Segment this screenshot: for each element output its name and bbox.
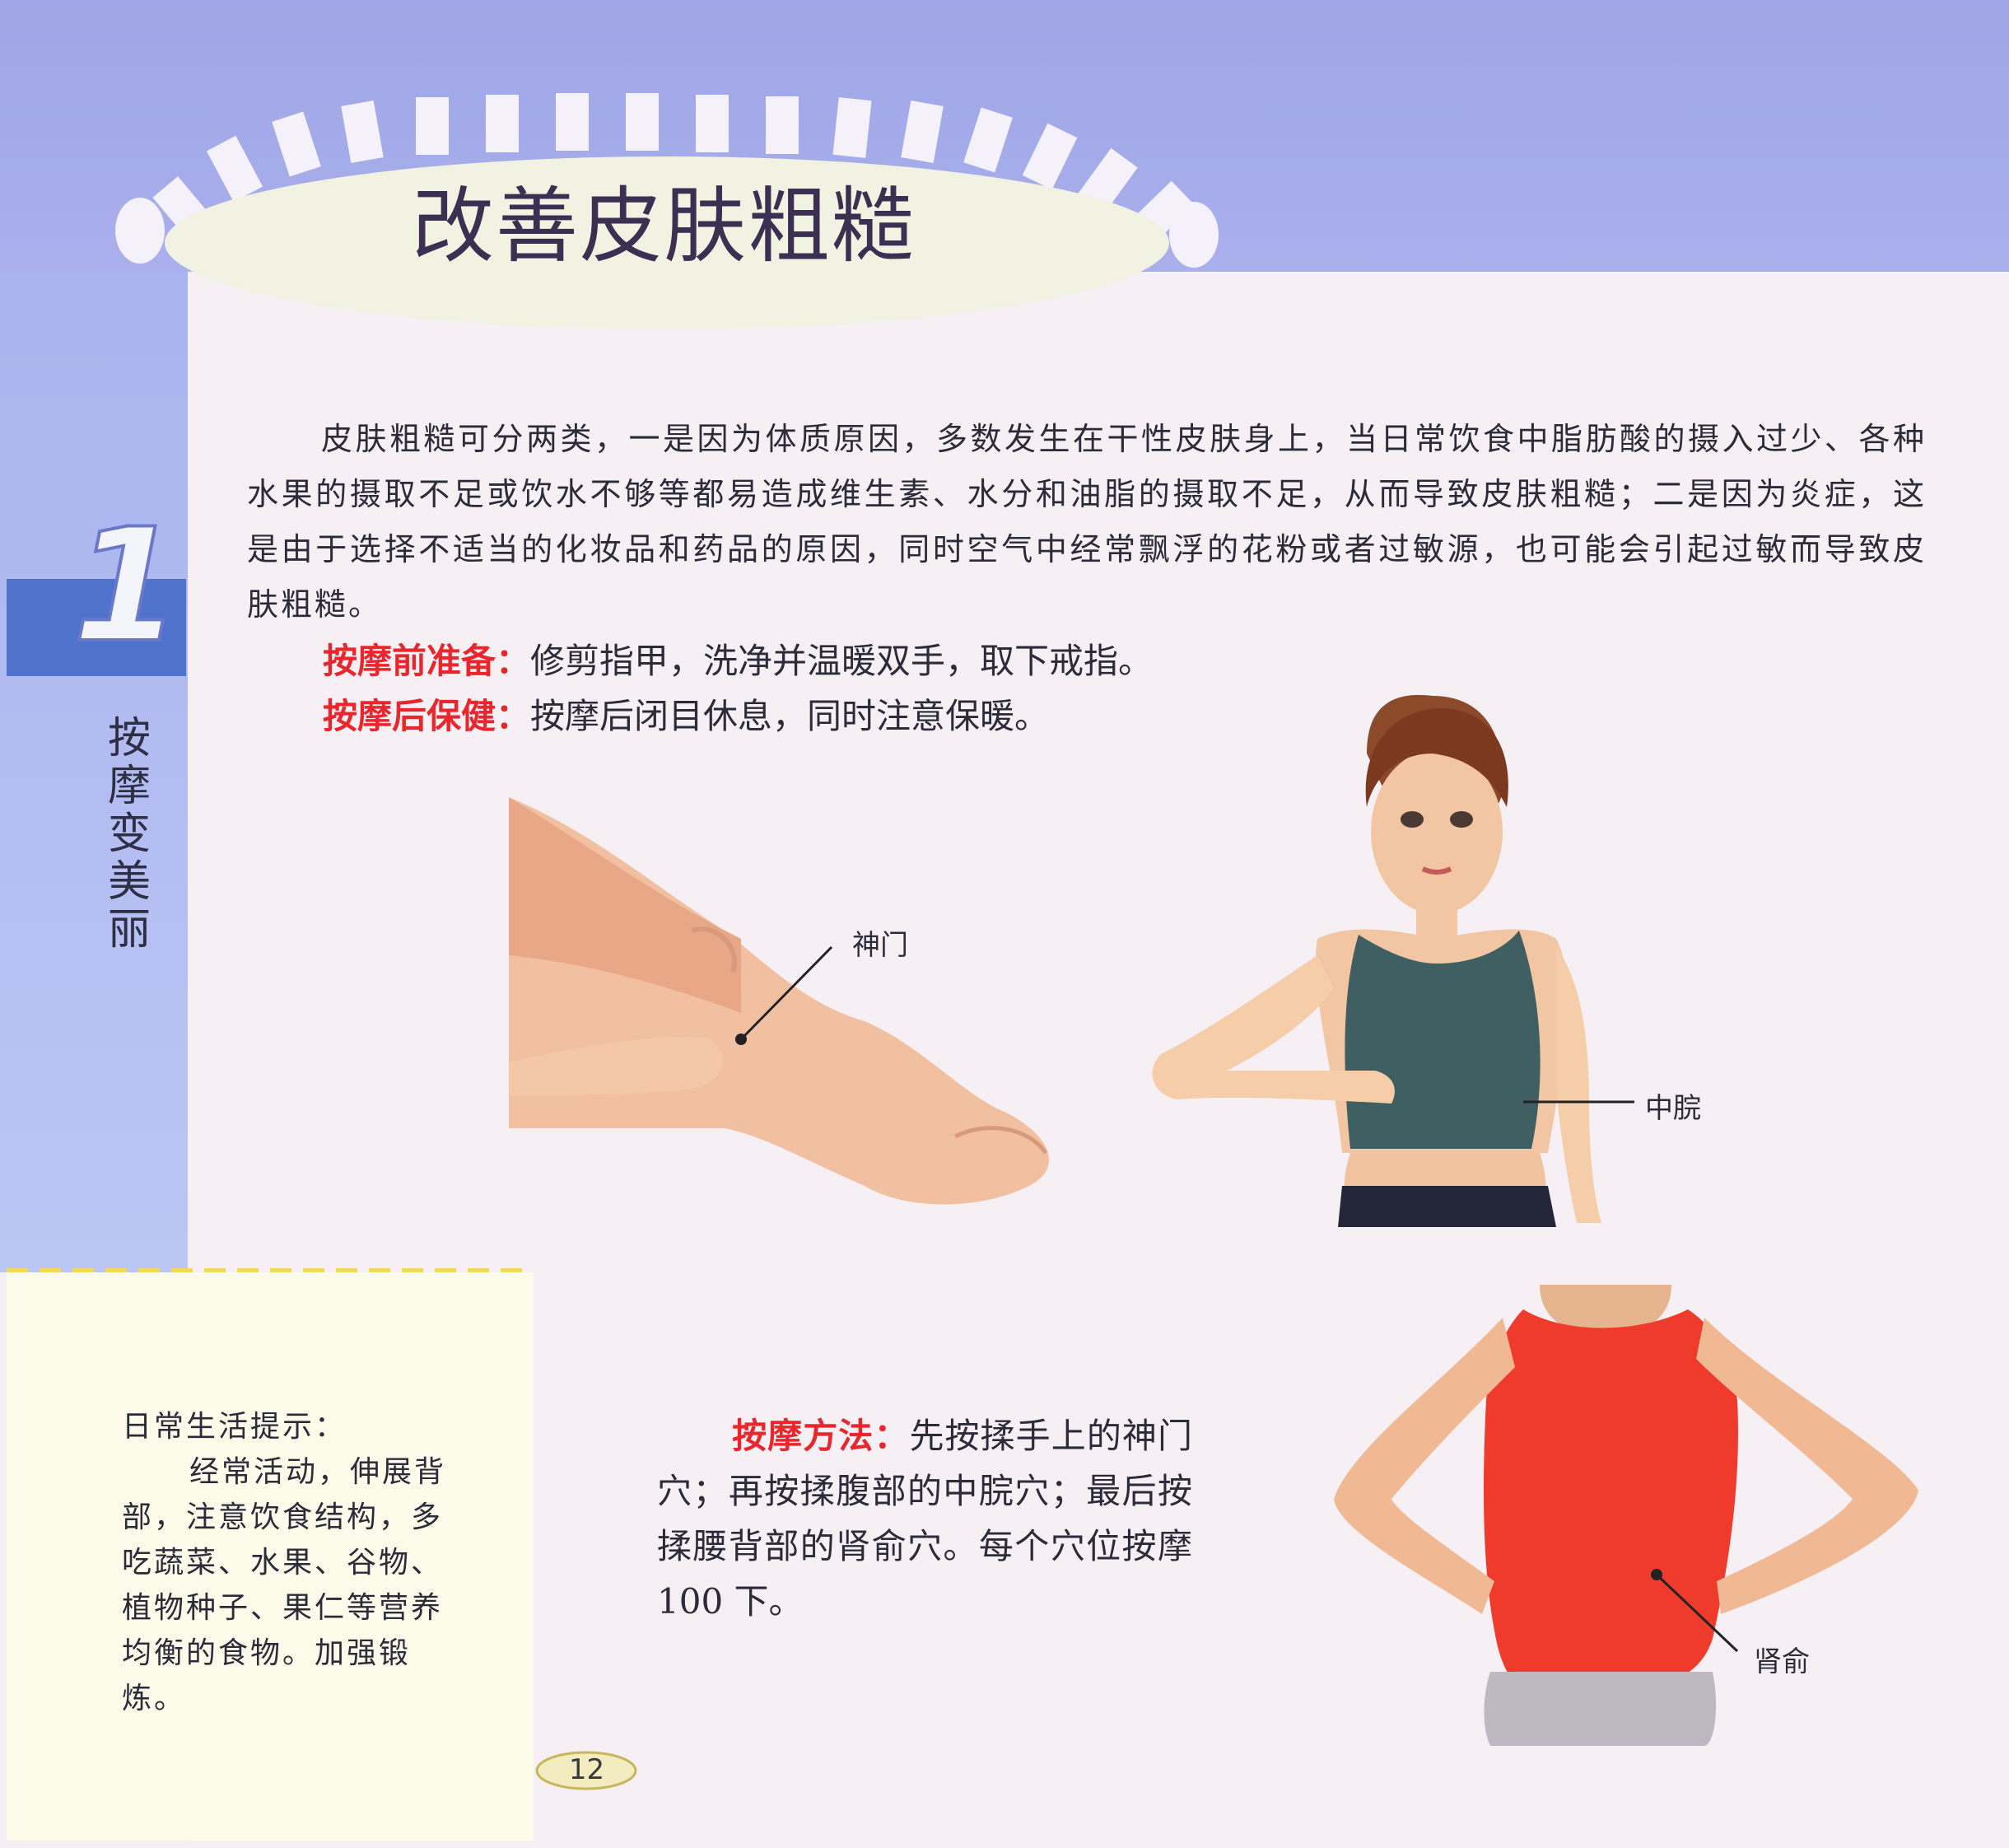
acupoint-label-zhongwan: 中脘 bbox=[1645, 1092, 1701, 1125]
chapter-title: 按摩变美丽 bbox=[107, 714, 151, 954]
chapter-number-block bbox=[7, 579, 186, 676]
after-massage-text: 按摩后闭目休息，同时注意保暖。 bbox=[530, 696, 1050, 736]
page-number-badge bbox=[535, 1751, 637, 1790]
chapter-sidebar bbox=[0, 272, 188, 1272]
title-badge-decoration bbox=[115, 93, 1219, 329]
page-number: 12 bbox=[568, 1753, 605, 1786]
chapter-number: 1 bbox=[71, 495, 183, 677]
acupoint-label-shenmen: 神门 bbox=[852, 929, 908, 962]
intro-paragraph: 皮肤粗糙可分两类，一是因为体质原因，多数发生在干性皮肤身上，当日常饮食中脂肪酸的… bbox=[247, 421, 1927, 623]
page-title: 改善皮肤粗糙 bbox=[412, 178, 916, 274]
wrist-illustration bbox=[509, 797, 1049, 1205]
daily-tip-title: 日常生活提示： bbox=[122, 1410, 347, 1444]
massage-method: 按摩方法：先按揉手上的神门穴；再按揉腹部的中脘穴；最后按揉腰背部的肾俞穴。每个穴… bbox=[657, 1408, 1192, 1629]
before-massage-line: 按摩前准备：修剪指甲，洗净并温暖双手，取下戒指。 bbox=[323, 637, 1153, 686]
daily-tip: 日常生活提示： 经常活动，伸展背部，注意饮食结构，多吃蔬菜、水果、谷物、植物种子… bbox=[122, 1404, 468, 1721]
acupoint-label-shenshu: 肾俞 bbox=[1754, 1645, 1810, 1678]
girl-illustration bbox=[1152, 694, 1634, 1227]
massage-method-label: 按摩方法： bbox=[731, 1416, 910, 1456]
before-massage-text: 修剪指甲，洗净并温暖双手，取下戒指。 bbox=[530, 641, 1154, 681]
daily-tip-text: 经常活动，伸展背部，注意饮食结构，多吃蔬菜、水果、谷物、植物种子、果仁等营养均衡… bbox=[122, 1455, 447, 1715]
after-massage-label: 按摩后保健： bbox=[323, 696, 531, 736]
daily-tip-box bbox=[7, 1272, 534, 1841]
back-illustration bbox=[1334, 1285, 1918, 1746]
massage-method-text: 先按揉手上的神门穴；再按揉腹部的中脘穴；最后按揉腰背部的肾俞穴。每个穴位按摩 1… bbox=[657, 1416, 1192, 1622]
after-massage-line: 按摩后保健：按摩后闭目休息，同时注意保暖。 bbox=[323, 692, 1049, 741]
before-massage-label: 按摩前准备： bbox=[323, 641, 531, 681]
